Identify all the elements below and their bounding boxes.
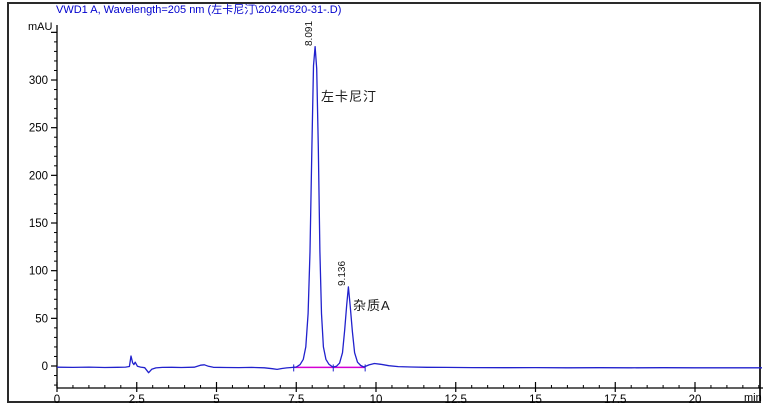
y-tick-label: 0 [42,361,48,373]
chromatogram-title: VWD1 A, Wavelength=205 nm (左卡尼汀\20240520… [56,4,342,16]
x-tick-label: 17.5 [604,394,626,406]
y-tick-label: 200 [29,170,48,182]
x-tick-label: 7.5 [288,394,304,406]
y-tick-label: 150 [29,218,48,230]
y-tick-label: 50 [35,313,48,325]
y-axis-unit-label: mAU [28,21,53,33]
x-tick-label: 0 [54,394,60,406]
x-tick-label: 12.5 [445,394,467,406]
x-tick-label: 10 [370,394,383,406]
peak-retention-time-label: 8.091 [304,20,315,46]
x-tick-label: 5 [213,394,219,406]
peak-retention-time-label: 9.136 [337,260,348,286]
peak-annotation-levocarnitine: 左卡尼汀 [321,89,378,104]
peak-annotation-impurity-a: 杂质A [353,298,391,313]
x-axis-unit-label: min [744,392,762,404]
x-tick-label: 20 [689,394,702,406]
y-tick-label: 250 [29,123,48,135]
signal-trace [56,45,762,374]
x-tick-label: 15 [529,394,542,406]
plot-frame [7,2,761,403]
x-tick-label: 2.5 [129,394,145,406]
y-tick-label: 100 [29,266,48,278]
y-tick-label: 300 [29,75,48,87]
